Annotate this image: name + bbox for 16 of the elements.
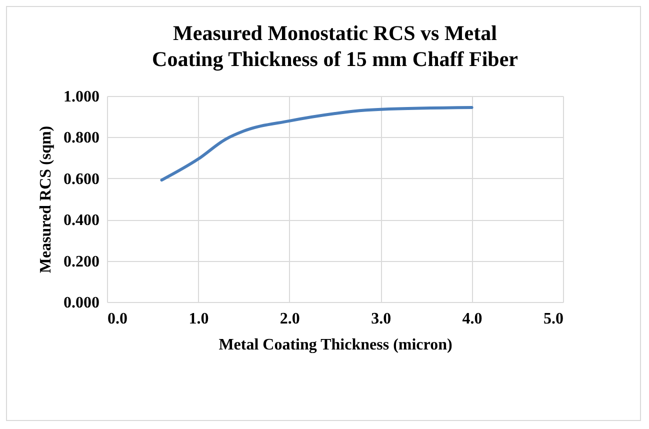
- x-tick-label: 5.0: [544, 310, 564, 328]
- y-tick-label: 0.800: [64, 130, 100, 147]
- y-tick-label: 0.400: [64, 212, 100, 230]
- x-tick-label: 4.0: [462, 310, 482, 328]
- x-tick-label: 3.0: [371, 310, 392, 328]
- y-tick-label: 0.200: [64, 253, 100, 270]
- x-tick-label: 2.0: [280, 310, 300, 328]
- y-axis-title: Measured RCS (sqm): [38, 126, 54, 274]
- y-tick-label: 0.000: [64, 294, 100, 312]
- y-tick-label: 1.000: [64, 88, 100, 106]
- line-series: [160, 106, 474, 182]
- x-tick-label: 0.0: [108, 310, 128, 328]
- x-axis-title: Metal Coating Thickness (micron): [218, 336, 452, 354]
- x-tick-label: 1.0: [188, 310, 209, 328]
- chart-title: Measured Monostatic RCS vs Metal Coating Thickness of 15 mm Chaff Fiber: [152, 21, 518, 71]
- y-tick-label: 0.600: [64, 170, 100, 188]
